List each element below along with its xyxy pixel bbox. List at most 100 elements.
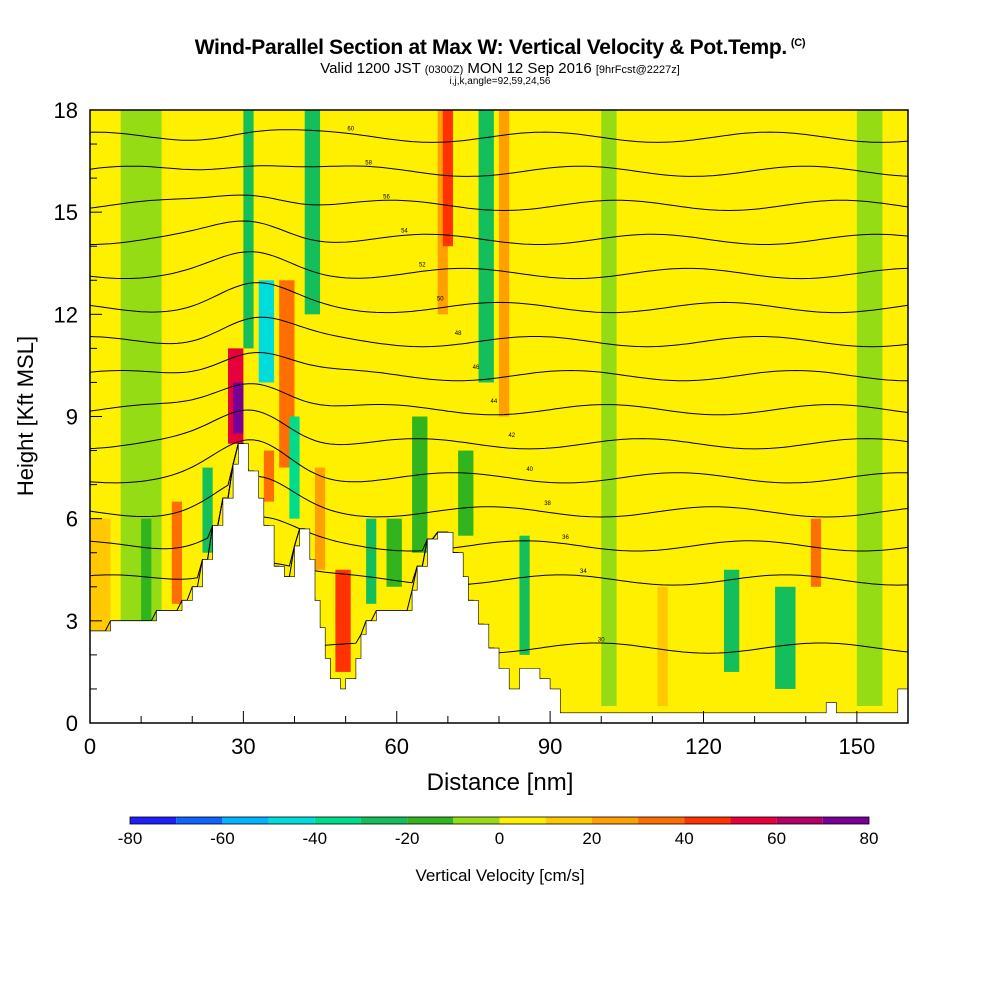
terrain — [89, 443, 909, 724]
x-tick-label: 30 — [231, 734, 255, 759]
colorbar-tick-label: -60 — [210, 829, 235, 848]
velocity-cell-8 — [258, 280, 275, 383]
theta-label-34: 34 — [580, 569, 587, 575]
colorbar-swatch-3 — [268, 817, 315, 824]
colorbar-tick-label: -20 — [395, 829, 420, 848]
theta-label-42: 42 — [508, 433, 515, 439]
theta-label-38: 38 — [544, 501, 551, 507]
x-tick-label: 0 — [84, 734, 96, 759]
theta-label-56: 56 — [383, 195, 390, 201]
y-tick-label: 12 — [54, 302, 78, 327]
theta-label-30: 30 — [598, 637, 605, 643]
subtitle-date: MON 12 Sep 2016 — [467, 60, 592, 77]
y-axis-label: Height [Kft MSL] — [13, 336, 38, 496]
theta-contour-50 — [90, 282, 908, 314]
theta-contour-46 — [90, 351, 908, 382]
title-main: Wind-Parallel Section at Max W: Vertical… — [194, 36, 788, 59]
velocity-cell-12 — [304, 110, 321, 315]
x-tick-label: 90 — [538, 734, 562, 759]
theta-contour-40 — [90, 439, 908, 484]
colorbar: -80 -60 -40 -20 0 20 40 60 80 — [118, 816, 879, 848]
velocity-cell-14 — [335, 569, 351, 672]
velocity-cell-20 — [458, 450, 474, 536]
x-axis-label: Distance [nm] — [427, 769, 574, 796]
colorbar-swatch-0 — [130, 817, 177, 824]
velocity-cell-25 — [657, 586, 668, 706]
theta-contour-42 — [90, 409, 908, 450]
colorbar-swatch-15 — [822, 817, 869, 824]
chart-subtitle: Valid 1200 JST (0300Z) MON 12 Sep 2016 [… — [0, 60, 1000, 77]
terrain-layer — [89, 443, 909, 724]
colorbar-swatch-8 — [499, 817, 546, 824]
colorbar-swatch-2 — [222, 817, 269, 824]
subtitle-utc: (0300Z) — [424, 64, 464, 76]
colorbar-frame — [129, 816, 870, 825]
theta-contour-58 — [90, 165, 908, 177]
theta-contour-38 — [90, 443, 908, 518]
velocity-cell-24 — [601, 110, 617, 706]
colorbar-tick-label: 40 — [675, 829, 694, 848]
theta-label-50: 50 — [437, 297, 444, 303]
velocity-cell-3 — [171, 501, 183, 604]
theta-label-58: 58 — [365, 160, 372, 166]
colorbar-swatch-9 — [545, 817, 592, 824]
colorbar-tick-label: 20 — [582, 829, 601, 848]
theta-label-40: 40 — [526, 467, 533, 473]
y-tick-label: 9 — [66, 405, 78, 430]
velocity-cell-2 — [141, 518, 152, 621]
velocity-cell-13 — [314, 467, 326, 570]
velocity-cell-27 — [775, 586, 796, 689]
title-suffix: (C) — [790, 37, 806, 49]
y-tick-label: 0 — [66, 711, 78, 736]
x-tick-label: 60 — [385, 734, 409, 759]
theta-contour-54 — [90, 220, 908, 245]
velocity-cell-28 — [810, 518, 822, 587]
colorbar-swatch-1 — [176, 817, 223, 824]
x-tick-label: 150 — [839, 734, 876, 759]
theta-label-44: 44 — [491, 399, 498, 405]
colorbar-swatch-4 — [314, 817, 361, 824]
velocity-cell-6 — [233, 382, 244, 434]
theta-label-36: 36 — [562, 535, 569, 541]
colorbar-swatch-10 — [591, 817, 639, 824]
colorbar-tick-label: 80 — [860, 829, 879, 848]
colorbar-label: Vertical Velocity [cm/s] — [415, 866, 584, 885]
velocity-cell-15 — [366, 518, 377, 604]
subtitle-valid: Valid 1200 JST — [320, 60, 421, 77]
velocity-cell-16 — [386, 518, 402, 587]
theta-contour-60 — [90, 129, 908, 143]
chart-indices: i,j,k,angle=92,59,24,56 — [449, 76, 551, 87]
theta-label-52: 52 — [419, 263, 426, 269]
velocity-cell-19 — [442, 110, 453, 247]
y-tick-label: 15 — [54, 200, 78, 225]
subtitle-forecast: [9hrFcst@2227z] — [595, 64, 680, 76]
theta-contour-52 — [90, 251, 908, 280]
theta-label-60: 60 — [347, 126, 354, 132]
colorbar-swatch-13 — [730, 817, 777, 824]
colorbar-swatch-5 — [360, 817, 408, 824]
colorbar-swatch-11 — [638, 817, 685, 824]
velocity-cell-11 — [289, 416, 300, 519]
chart-title: Wind-Parallel Section at Max W: Vertical… — [0, 36, 1000, 60]
colorbar-tick-label: 60 — [767, 829, 786, 848]
y-tick-label: 6 — [66, 507, 78, 532]
colorbar-tick-label: -40 — [302, 829, 327, 848]
colorbar-swatch-7 — [453, 817, 500, 824]
theta-contour-56 — [90, 194, 908, 212]
velocity-cell-17 — [412, 416, 428, 553]
colorbar-swatch-14 — [776, 817, 823, 824]
theta-contour-48 — [90, 316, 908, 348]
velocity-cell-7 — [243, 110, 254, 349]
colorbar-tick-label: 0 — [495, 829, 504, 848]
y-tick-label: 3 — [66, 609, 78, 634]
velocity-cell-26 — [723, 569, 740, 672]
y-tick-label: 18 — [54, 98, 78, 123]
theta-label-54: 54 — [401, 229, 408, 235]
velocity-cell-23 — [519, 535, 530, 655]
x-tick-label: 120 — [685, 734, 722, 759]
theta-label-48: 48 — [455, 331, 462, 337]
theta-contour-44 — [90, 383, 908, 416]
colorbar-tick-label: -80 — [118, 829, 143, 848]
